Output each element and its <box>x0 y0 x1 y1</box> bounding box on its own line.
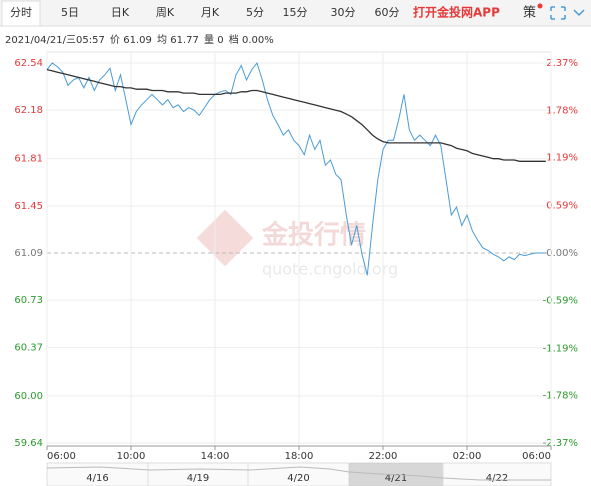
navigator-label: 4/19 <box>187 473 209 484</box>
info-label: 均 <box>157 34 167 46</box>
info-value: 61.77 <box>170 35 199 46</box>
y-tick-label: 60.37 <box>14 342 43 353</box>
app-link[interactable]: 打开金投网APP <box>413 5 500 20</box>
watermark-logo <box>196 209 254 267</box>
navigator-label: 4/22 <box>486 473 508 484</box>
y2-tick-label: -1.78% <box>543 391 578 402</box>
x-tick-label: 06:00 <box>522 451 551 462</box>
tab[interactable]: 日K <box>111 6 130 19</box>
tab[interactable]: 5分 <box>246 6 264 19</box>
series-line <box>46 68 546 162</box>
navigator-label: 4/21 <box>385 473 407 484</box>
tab[interactable]: 周K <box>156 6 175 19</box>
y-tick-label: 61.09 <box>14 248 43 259</box>
y2-tick-label: 1.19% <box>546 153 578 164</box>
info-datetime: 2021/04/21/三05:57 <box>5 35 105 46</box>
grid: 62.54 62.18 61.81 61.45 61.09 60.73 60.37 60.00… <box>14 52 578 462</box>
tab[interactable]: 分时 <box>10 6 32 19</box>
lines <box>46 61 546 276</box>
y-tick-label: 60.00 <box>14 391 43 402</box>
x-tick-label: 10:00 <box>117 451 146 462</box>
info-value: 0 <box>217 35 223 46</box>
notify-dot <box>537 3 543 9</box>
info-value: 61.09 <box>123 35 152 46</box>
tab[interactable]: 5日 <box>61 6 79 19</box>
series-line <box>46 61 546 276</box>
navigator-label: 4/16 <box>86 473 108 484</box>
dropdown-icon[interactable] <box>573 9 585 17</box>
y2-tick-label: -0.59% <box>543 295 578 306</box>
tab[interactable]: 30分 <box>331 6 356 19</box>
x-tick-label: 14:00 <box>201 451 230 462</box>
info-label: 档 <box>229 33 239 46</box>
active-tab <box>1 0 41 27</box>
y-tick-label: 62.18 <box>14 105 43 116</box>
fullscreen-icon[interactable] <box>550 6 566 20</box>
x-tick-label: 06:00 <box>47 451 76 462</box>
navigator-trace <box>46 466 551 481</box>
y-tick-label: 61.45 <box>14 201 43 212</box>
tab[interactable]: 60分 <box>375 6 400 19</box>
x-tick-label: 02:00 <box>453 451 482 462</box>
x-tick-label: 22:00 <box>369 451 398 462</box>
y2-tick-label: 0.59% <box>546 201 578 212</box>
y-tick-label: 61.81 <box>14 154 43 165</box>
y-tick-label: 62.54 <box>14 58 43 69</box>
y2-tick-label: 1.78% <box>546 105 578 116</box>
watermark-title: 金投行情 <box>261 220 366 251</box>
y2-tick-label: 2.37% <box>546 58 578 69</box>
watermark: 金投行情 quote.cngold.org <box>196 209 398 279</box>
tab[interactable]: 月K <box>201 6 220 19</box>
x-tick-label: 18:00 <box>285 451 314 462</box>
tabs: 分时 5日 日K 周K 月K 5分 15分 30分 60分 <box>1 0 400 27</box>
strategy-icon[interactable]: 策 <box>523 5 536 21</box>
navigator-label: 4/20 <box>287 473 309 484</box>
info-value: 0.00% <box>242 35 274 46</box>
tab-bar <box>0 0 591 26</box>
y2-tick-label: -2.37% <box>543 438 578 449</box>
y-tick-label: 60.73 <box>14 295 43 306</box>
info-label: 价 <box>110 34 120 46</box>
info-label: 量 <box>204 34 214 46</box>
info-line: 2021/04/21/三05:57 价 61.09 均 61.77 量 0 档 … <box>5 33 274 46</box>
tab[interactable]: 15分 <box>283 6 308 19</box>
y2-tick-label: 0.00% <box>546 248 578 259</box>
y2-tick-label: -1.19% <box>543 343 578 354</box>
y-tick-label: 59.64 <box>14 438 43 449</box>
watermark-url: quote.cngold.org <box>262 260 398 279</box>
